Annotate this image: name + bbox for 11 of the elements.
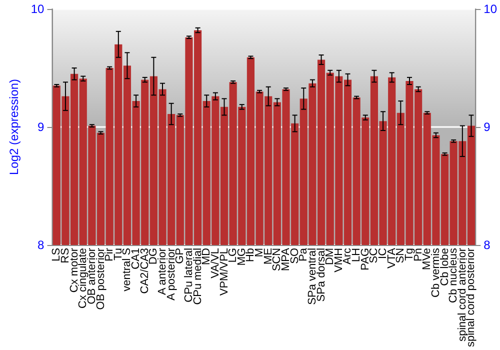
- x-tick-label: spinal cord posterior: [465, 248, 478, 348]
- y2-tick-label: 9: [484, 120, 491, 134]
- x-tick-label: RS: [59, 248, 72, 264]
- y-tick-label: 9: [38, 120, 45, 134]
- x-tick-label: A posterior: [165, 248, 178, 301]
- y-tick-label: 10: [30, 2, 45, 16]
- y2-tick-label: 10: [484, 2, 498, 16]
- x-tick-label: Tg: [403, 248, 416, 261]
- y2-tick-label: 8: [484, 238, 491, 252]
- y-axis-title: Log2 (expression): [7, 78, 21, 176]
- y-tick-label: 8: [38, 238, 45, 252]
